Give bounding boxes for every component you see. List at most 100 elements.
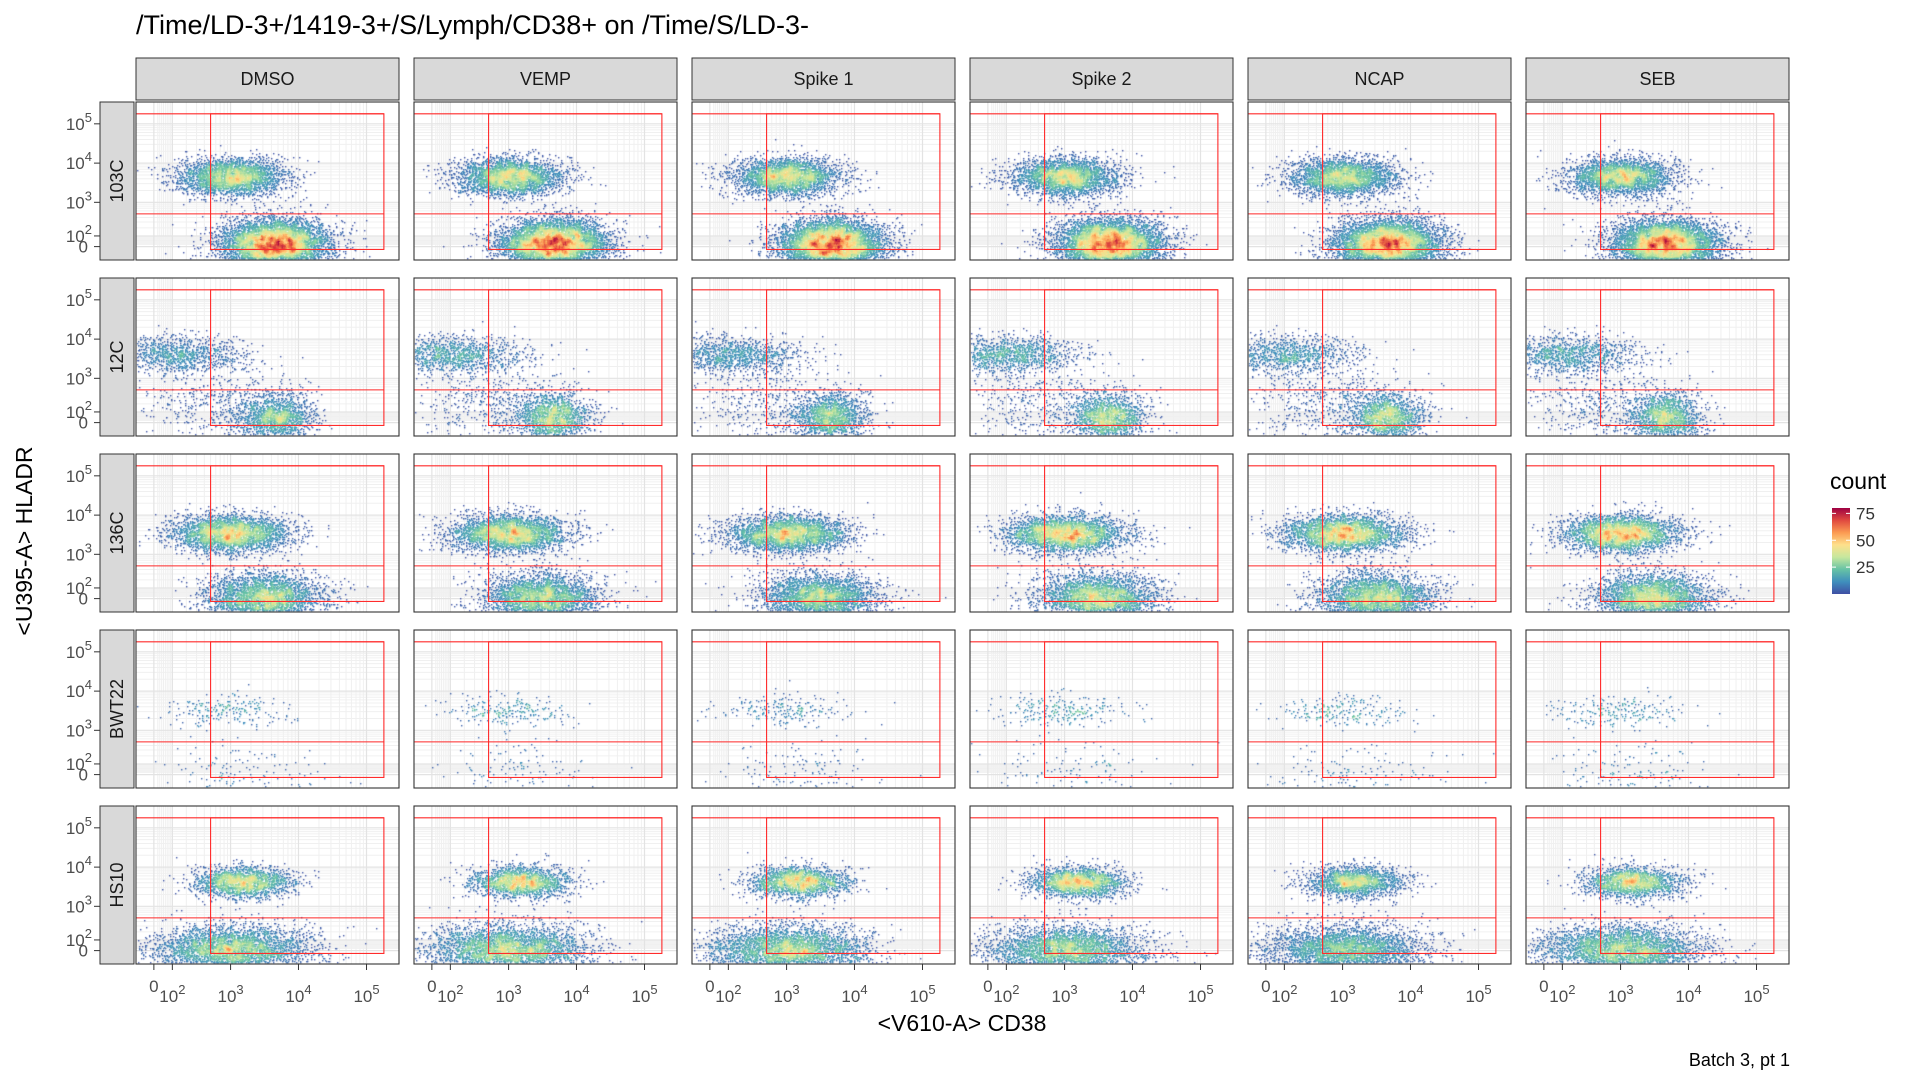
chart-title: /Time/LD-3+/1419-3+/S/Lymph/CD38+ on /Ti…	[136, 10, 809, 40]
y-tick-label: 104	[66, 149, 92, 173]
panel-border	[135, 453, 400, 613]
y-tick-label: 103	[66, 188, 92, 212]
panel-border	[1525, 805, 1790, 965]
legend-colorbar	[1832, 508, 1850, 594]
row-strip-bwt22: BWT22	[99, 629, 135, 789]
x-tick-exponent: 4	[1416, 982, 1423, 997]
x-tick-exponent: 4	[304, 982, 311, 997]
density-cloud	[1248, 278, 1511, 436]
density-cloud	[1248, 102, 1511, 260]
y-tick-label: 105	[66, 110, 92, 134]
x-tick-exponent: 5	[650, 982, 657, 997]
panel-bwt22-ncap	[1247, 629, 1512, 789]
y-tick-label: 105	[66, 638, 92, 662]
panel-border	[969, 101, 1234, 261]
panel-border	[1525, 277, 1790, 437]
panel-border	[691, 805, 956, 965]
x-tick-exponent: 2	[456, 982, 463, 997]
y-tick-label: 103	[66, 364, 92, 388]
panel-bwt22-seb	[1525, 629, 1790, 789]
density-cloud	[692, 806, 955, 964]
panel-103c-spike-2	[969, 101, 1234, 261]
x-tick-label: 105	[353, 982, 379, 1006]
panel-border	[413, 101, 678, 261]
y-tick-exponent: 4	[85, 853, 92, 868]
x-tick-label: 102	[715, 982, 741, 1006]
strip-box	[691, 57, 956, 101]
panel-border	[969, 629, 1234, 789]
panel-border	[1525, 629, 1790, 789]
density-cloud	[970, 278, 1233, 436]
x-tick-label: 103	[774, 982, 800, 1006]
x-tick-label: 104	[1675, 982, 1701, 1006]
x-tick-exponent: 4	[582, 982, 589, 997]
strip-box	[413, 57, 678, 101]
panel-hs10-spike-1	[691, 805, 956, 965]
y-tick-exponent: 4	[85, 677, 92, 692]
x-tick-exponent: 3	[1348, 982, 1355, 997]
panel-bwt22-dmso	[135, 629, 400, 789]
y-tick-exponent: 5	[85, 814, 92, 829]
x-tick-label: 105	[1465, 982, 1491, 1006]
panel-hs10-seb	[1525, 805, 1790, 965]
panel-border	[135, 629, 400, 789]
strip-label: Spike 1	[793, 69, 853, 89]
x-tick-exponent: 3	[514, 982, 521, 997]
density-cloud	[136, 278, 399, 436]
x-tick-exponent: 2	[1568, 982, 1575, 997]
y-tick-label: 103	[66, 540, 92, 564]
strip-ncap: NCAP	[1247, 57, 1512, 101]
panel-border	[1247, 629, 1512, 789]
panel-border	[691, 453, 956, 613]
density-cloud	[136, 630, 399, 788]
density-cloud	[970, 102, 1233, 260]
row-strip-label: HS10	[107, 862, 127, 907]
density-cloud	[1248, 454, 1511, 612]
panel-136c-spike-2	[969, 453, 1234, 613]
density-cloud	[414, 454, 677, 612]
strip-box	[1247, 57, 1512, 101]
x-tick-exponent: 4	[860, 982, 867, 997]
y-tick-label: 0	[79, 414, 88, 433]
panel-border	[413, 453, 678, 613]
row-strip-12c: 12C	[99, 277, 135, 437]
panel-12c-spike-1	[691, 277, 956, 437]
panel-bwt22-spike-2	[969, 629, 1234, 789]
panel-border	[135, 805, 400, 965]
row-strip-box	[99, 453, 135, 613]
panel-border	[691, 629, 956, 789]
x-tick-label: 104	[1397, 982, 1423, 1006]
x-tick-label: 105	[631, 982, 657, 1006]
panel-103c-ncap	[1247, 101, 1512, 261]
density-cloud	[136, 454, 399, 612]
y-tick-exponent: 3	[85, 364, 92, 379]
x-tick-exponent: 4	[1138, 982, 1145, 997]
y-tick-exponent: 5	[85, 110, 92, 125]
x-tick-label: 102	[159, 982, 185, 1006]
strip-box	[1525, 57, 1790, 101]
x-tick-label: 105	[1187, 982, 1213, 1006]
density-cloud	[970, 630, 1233, 788]
x-tick-exponent: 2	[734, 982, 741, 997]
strip-label: DMSO	[241, 69, 295, 89]
panel-hs10-ncap	[1247, 805, 1512, 965]
density-cloud	[692, 278, 955, 436]
x-tick-exponent: 3	[236, 982, 243, 997]
strip-box	[135, 57, 400, 101]
y-tick-label: 0	[79, 590, 88, 609]
y-tick-label: 0	[79, 766, 88, 785]
x-tick-label: 102	[993, 982, 1019, 1006]
x-tick-exponent: 5	[372, 982, 379, 997]
y-tick-label: 0	[79, 942, 88, 961]
density-cloud	[692, 630, 955, 788]
strip-spike-2: Spike 2	[969, 57, 1234, 101]
x-tick-exponent: 3	[1626, 982, 1633, 997]
panel-border	[691, 101, 956, 261]
strip-box	[969, 57, 1234, 101]
y-axis-label: <U395-A> HLADR	[11, 446, 37, 635]
x-tick-label: 0	[149, 977, 158, 996]
y-tick-exponent: 4	[85, 501, 92, 516]
strip-dmso: DMSO	[135, 57, 400, 101]
